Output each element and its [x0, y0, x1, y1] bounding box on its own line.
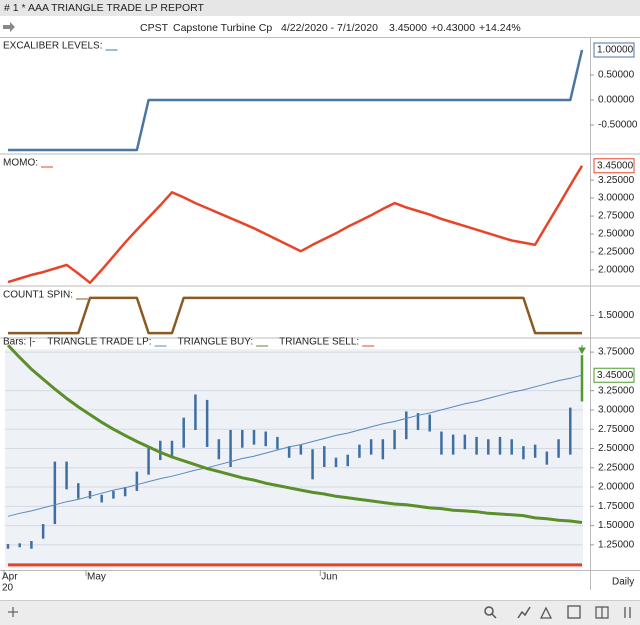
- last-price: 3.45000: [389, 22, 427, 34]
- plot-background: [5, 349, 583, 568]
- y-tick-label: 2.75000: [598, 424, 635, 435]
- current-value-label: 3.45000: [597, 370, 634, 381]
- y-tick-label: 2.25000: [598, 247, 635, 258]
- percent-change: +14.24%: [479, 22, 521, 34]
- y-tick-label: 2.00000: [598, 482, 635, 493]
- series-line: [7, 165, 584, 285]
- panel-title: COUNT1 SPIN:: [3, 290, 73, 301]
- y-tick-label: 2.75000: [598, 211, 635, 222]
- series-line: [7, 374, 583, 517]
- period-label: Daily: [612, 577, 634, 588]
- legend-symbol: |-: [29, 337, 35, 348]
- y-tick-label: 1.25000: [598, 540, 635, 551]
- current-value-box: [593, 367, 635, 383]
- company-name: Capstone Turbine Cp: [173, 22, 272, 34]
- title-bar: [0, 0, 640, 16]
- x-year-label: 20: [2, 583, 14, 594]
- legend-bg: [45, 336, 46, 337]
- y-tick-label: 0.00000: [598, 95, 635, 106]
- current-value-label: 1.00000: [597, 45, 634, 56]
- y-tick-label: 3.75000: [598, 347, 635, 358]
- legend-bg: [176, 336, 177, 337]
- y-tick-label: 0.50000: [598, 70, 635, 81]
- price-change: +0.43000: [431, 22, 475, 34]
- y-tick-label: 1.50000: [598, 310, 635, 321]
- panel-icon[interactable]: [567, 605, 581, 619]
- book-icon[interactable]: [595, 606, 609, 619]
- signal-arrow: [578, 345, 586, 354]
- triangle-icon[interactable]: [539, 606, 553, 619]
- legend-title: Bars:: [3, 337, 26, 348]
- y-tick-label: 2.00000: [598, 265, 635, 276]
- y-tick-label: 3.00000: [598, 193, 635, 204]
- panel-title: EXCALIBER LEVELS:: [3, 41, 103, 52]
- legend-bg: [277, 336, 278, 337]
- forward-arrow[interactable]: [3, 22, 15, 32]
- y-tick-label: 3.25000: [598, 175, 635, 186]
- x-tick-label: Apr: [2, 572, 18, 583]
- y-tick-label: 2.50000: [598, 229, 635, 240]
- symbol: CPST: [140, 22, 169, 34]
- y-tick-label: 1.75000: [598, 501, 635, 512]
- series-line: [8, 49, 584, 152]
- y-tick-label: 3.25000: [598, 385, 635, 396]
- y-tick-label: -0.50000: [598, 120, 638, 131]
- legend-entry: TRIANGLE BUY:: [178, 337, 254, 348]
- y-tick-label: 2.25000: [598, 462, 635, 473]
- chart-icon[interactable]: [517, 606, 531, 619]
- series-line: [8, 296, 582, 335]
- y-tick-label: 1.50000: [598, 520, 635, 531]
- current-value-box: [593, 42, 635, 58]
- columns-icon[interactable]: [624, 607, 631, 618]
- legend-entry: TRIANGLE SELL:: [279, 337, 359, 348]
- x-tick-label: Jun: [321, 572, 337, 583]
- current-value-label: 3.45000: [597, 160, 634, 171]
- panel-title: MOMO:: [3, 158, 38, 169]
- y-tick-label: 3.00000: [598, 405, 635, 416]
- legend-entry: TRIANGLE TRADE LP:: [47, 337, 151, 348]
- current-value-box: [593, 158, 635, 174]
- bottom-toolbar: [0, 600, 640, 625]
- x-tick-label: May: [87, 572, 106, 583]
- add-button[interactable]: [8, 607, 18, 617]
- search-icon[interactable]: [491, 613, 497, 619]
- date-range: 4/22/2020 - 7/1/2020: [281, 22, 378, 34]
- window-title: # 1 * AAA TRIANGLE TRADE LP REPORT: [4, 2, 205, 14]
- y-tick-label: 2.50000: [598, 443, 635, 454]
- series-line: [6, 344, 583, 524]
- search-icon[interactable]: [484, 606, 494, 616]
